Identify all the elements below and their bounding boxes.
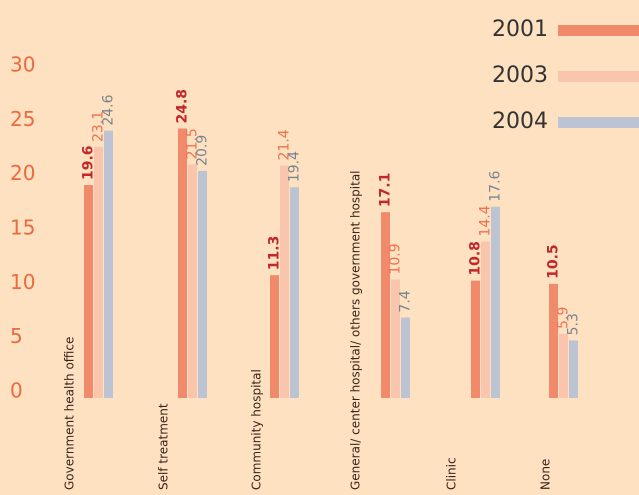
value-label: 20.9 <box>195 135 211 166</box>
bar <box>381 212 390 398</box>
bar <box>188 164 197 398</box>
legend-swatch <box>558 71 639 82</box>
value-label: 23.1 <box>91 111 107 142</box>
bar <box>290 187 299 398</box>
y-tick-label: 20 <box>10 161 35 185</box>
value-label: 24.8 <box>175 89 191 124</box>
bar <box>549 283 558 398</box>
bar <box>569 340 578 398</box>
value-label: 14.4 <box>478 205 494 236</box>
value-label: 10.5 <box>546 244 562 279</box>
category-label: Community hospital <box>250 369 264 490</box>
legend-label: 2001 <box>492 17 548 42</box>
bar <box>481 241 490 398</box>
value-label: 19.6 <box>81 145 97 180</box>
value-label: 7.4 <box>398 290 414 312</box>
y-tick-label: 25 <box>10 107 35 131</box>
value-label: 24.6 <box>101 94 117 125</box>
value-label: 19.4 <box>287 151 303 182</box>
bar <box>198 170 207 398</box>
value-label: 21.4 <box>277 129 293 160</box>
category-label: None <box>539 459 553 490</box>
bar <box>104 130 113 398</box>
legend-swatch <box>558 117 639 128</box>
y-tick-label: 30 <box>10 53 35 77</box>
y-tick-label: 10 <box>10 270 35 294</box>
value-label: 5.3 <box>566 313 582 335</box>
legend-label: 2004 <box>492 109 548 134</box>
bar <box>491 206 500 398</box>
bar <box>280 165 289 398</box>
category-label: Self treatment <box>157 403 171 490</box>
legend-swatch <box>558 25 639 36</box>
value-label: 10.8 <box>468 241 484 276</box>
y-tick-label: 5 <box>10 324 23 348</box>
category-label: Clinic <box>445 457 459 490</box>
bar <box>94 146 103 398</box>
value-label: 21.5 <box>185 128 201 159</box>
bar <box>270 275 279 398</box>
legend-label: 2003 <box>492 63 548 88</box>
value-label: 17.1 <box>378 173 394 208</box>
bar <box>559 333 568 398</box>
value-label: 10.9 <box>388 243 404 274</box>
bar <box>391 279 400 398</box>
bar <box>471 280 480 398</box>
y-tick-label: 0 <box>10 379 23 403</box>
value-label: 5.9 <box>556 307 572 329</box>
value-label: 11.3 <box>267 236 283 271</box>
bar <box>178 128 187 399</box>
y-tick-label: 15 <box>10 216 35 240</box>
value-label: 17.6 <box>488 170 504 201</box>
category-label: Government health office <box>63 337 77 490</box>
category-label: General/ center hospital/ others governm… <box>349 170 363 490</box>
bar <box>84 185 93 398</box>
bar <box>401 317 410 398</box>
